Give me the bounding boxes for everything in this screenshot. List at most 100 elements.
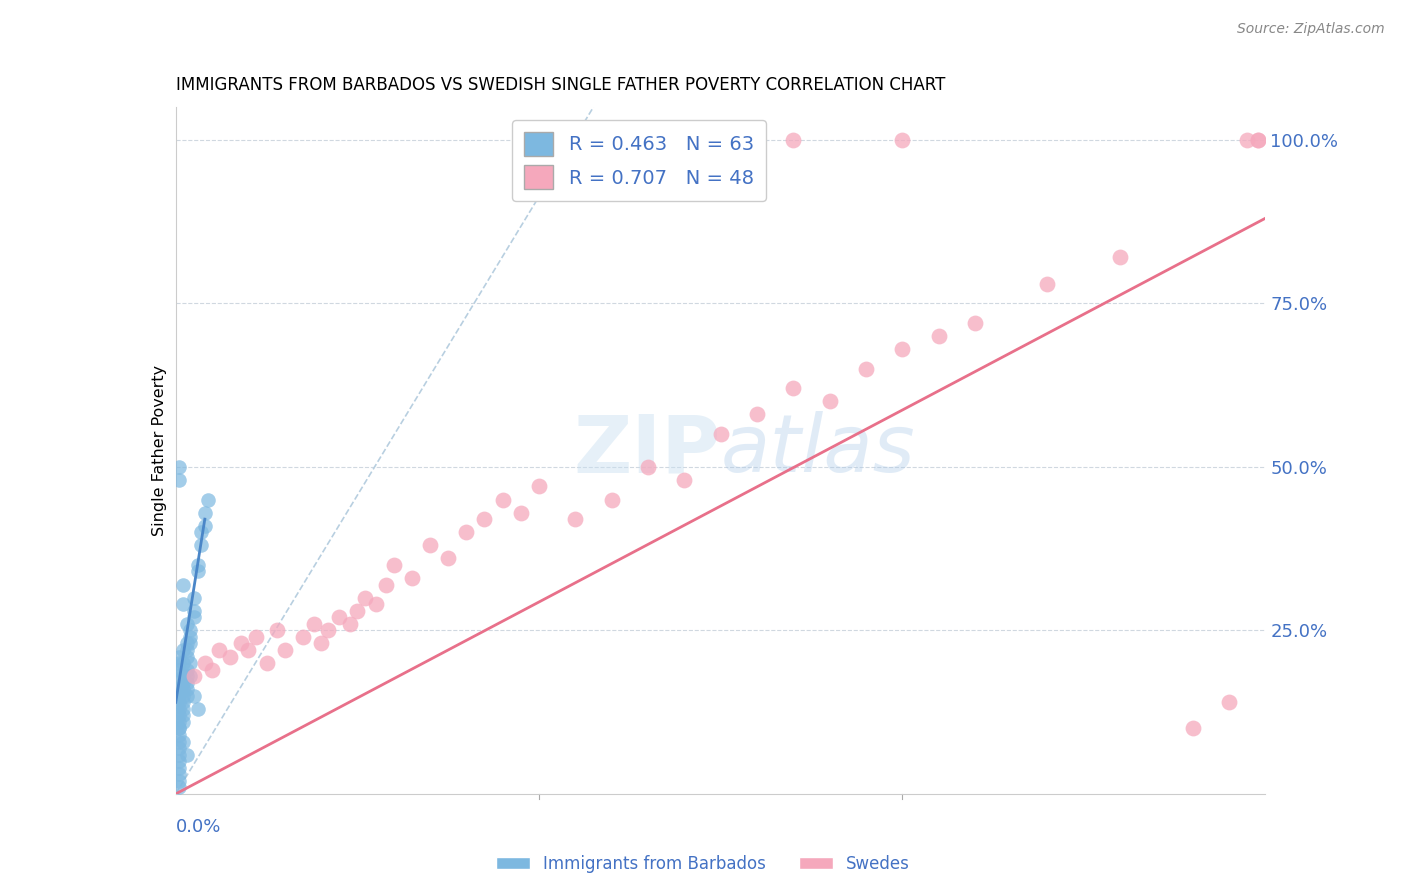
Point	[782, 133, 804, 147]
Point	[364, 597, 387, 611]
Point	[172, 656, 194, 670]
Point	[291, 630, 314, 644]
Point	[928, 329, 950, 343]
Point	[375, 577, 398, 591]
Point	[339, 616, 361, 631]
Point	[183, 669, 205, 683]
Point	[176, 643, 198, 657]
Point	[401, 571, 423, 585]
Point	[176, 747, 198, 762]
Point	[176, 675, 198, 690]
Point	[179, 630, 201, 644]
Point	[176, 616, 198, 631]
Point	[169, 663, 191, 677]
Point	[197, 492, 219, 507]
Point	[353, 591, 375, 605]
Point	[172, 708, 194, 723]
Point	[176, 663, 198, 677]
Point	[169, 473, 191, 487]
Point	[169, 722, 191, 736]
Point	[1247, 133, 1270, 147]
Point	[169, 741, 191, 756]
Point	[509, 506, 531, 520]
Point	[818, 394, 841, 409]
Point	[179, 624, 201, 638]
Point	[456, 525, 478, 540]
Point	[201, 663, 224, 677]
Point	[600, 133, 623, 147]
Point	[176, 689, 198, 703]
Point	[745, 408, 768, 422]
Point	[169, 767, 191, 781]
Point	[190, 538, 212, 552]
Point	[219, 649, 242, 664]
Text: 0.0%: 0.0%	[176, 818, 221, 836]
Point	[169, 695, 191, 709]
Point	[169, 649, 191, 664]
Point	[169, 734, 191, 748]
Legend: Immigrants from Barbados, Swedes: Immigrants from Barbados, Swedes	[489, 848, 917, 880]
Text: Source: ZipAtlas.com: Source: ZipAtlas.com	[1237, 22, 1385, 37]
Point	[186, 702, 209, 716]
Point	[169, 754, 191, 768]
Point	[782, 381, 804, 395]
Point	[527, 479, 550, 493]
Point	[1236, 133, 1258, 147]
Point	[891, 342, 914, 356]
Point	[1247, 133, 1270, 147]
Point	[172, 689, 194, 703]
Point	[172, 643, 194, 657]
Point	[179, 669, 201, 683]
Point	[194, 518, 217, 533]
Point	[346, 604, 368, 618]
Text: IMMIGRANTS FROM BARBADOS VS SWEDISH SINGLE FATHER POVERTY CORRELATION CHART: IMMIGRANTS FROM BARBADOS VS SWEDISH SING…	[176, 77, 945, 95]
Point	[169, 747, 191, 762]
Point	[710, 427, 733, 442]
Point	[169, 708, 191, 723]
Point	[172, 714, 194, 729]
Point	[183, 610, 205, 624]
Point	[183, 689, 205, 703]
Point	[176, 682, 198, 697]
Point	[492, 492, 515, 507]
Point	[208, 643, 231, 657]
Point	[176, 636, 198, 650]
Point	[328, 610, 350, 624]
Point	[169, 669, 191, 683]
Point	[600, 492, 623, 507]
Point	[179, 656, 201, 670]
Point	[382, 558, 405, 572]
Point	[673, 473, 696, 487]
Point	[186, 558, 209, 572]
Point	[172, 577, 194, 591]
Point	[172, 702, 194, 716]
Point	[172, 682, 194, 697]
Legend: R = 0.463   N = 63, R = 0.707   N = 48: R = 0.463 N = 63, R = 0.707 N = 48	[512, 120, 765, 201]
Point	[190, 525, 212, 540]
Point	[172, 597, 194, 611]
Point	[169, 714, 191, 729]
Point	[637, 459, 659, 474]
Point	[183, 604, 205, 618]
Point	[194, 506, 217, 520]
Point	[437, 551, 460, 566]
Point	[169, 728, 191, 742]
Point	[1181, 722, 1204, 736]
Point	[183, 591, 205, 605]
Point	[891, 133, 914, 147]
Point	[172, 675, 194, 690]
Point	[245, 630, 267, 644]
Point	[169, 722, 191, 736]
Point	[318, 624, 340, 638]
Point	[172, 669, 194, 683]
Point	[564, 512, 586, 526]
Point	[169, 682, 191, 697]
Point	[169, 761, 191, 775]
Text: atlas: atlas	[721, 411, 915, 490]
Text: ZIP: ZIP	[574, 411, 721, 490]
Point	[172, 734, 194, 748]
Point	[169, 773, 191, 788]
Point	[169, 459, 191, 474]
Point	[963, 316, 986, 330]
Point	[256, 656, 278, 670]
